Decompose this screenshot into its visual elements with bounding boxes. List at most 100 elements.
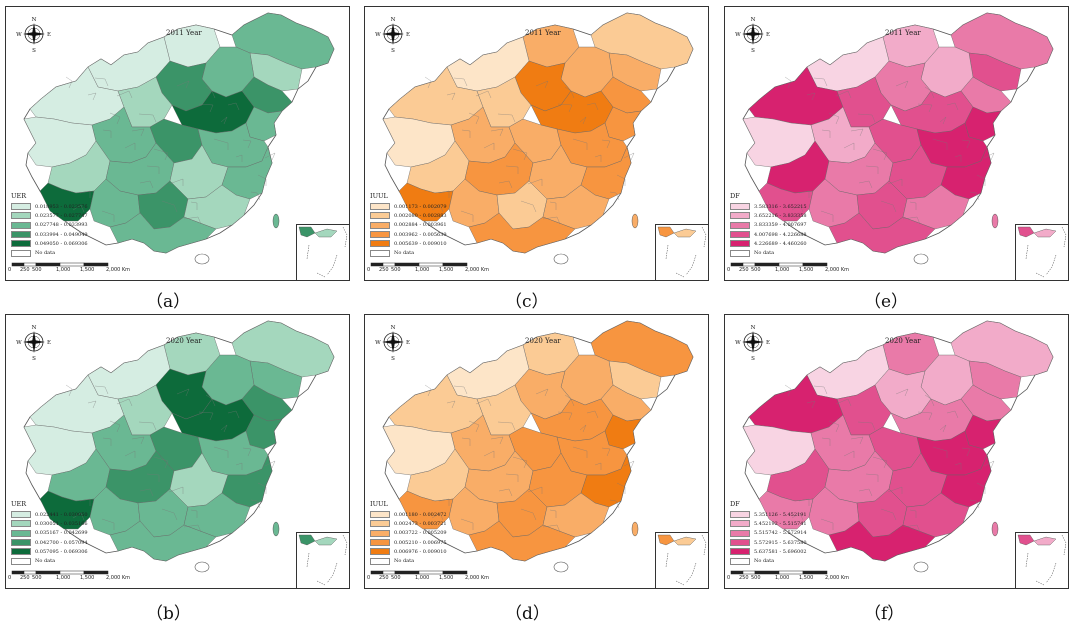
legend-item: 5.572915 - 5.637580 [730,538,807,547]
taiwan-island [991,213,999,229]
legend-item: 3.583316 - 3.652215 [730,202,807,211]
map-year-title: 2020 Year [166,337,202,345]
compass-s-label: S [751,356,755,361]
legend-range-label: 0.023577 - 0.027747 [35,212,88,219]
legend-swatch [370,212,390,220]
map-legend: UER 0.022441 - 0.030050 0.030051 - 0.03516… [11,500,88,566]
legend-range-label: 0.005639 - 0.009010 [394,240,447,247]
scale-label: 1,500 [80,267,95,273]
legend-swatch [730,249,750,257]
compass-w-label: W [375,340,381,346]
map-panel-a: 2011 Year N S W E UER 0.018953 - 0.023576 0.023… [5,6,350,281]
legend-item: 0.001180 - 0.002472 [370,510,447,519]
legend-item-no-data: No data [370,248,447,257]
panel-caption-b: （b） [146,604,191,624]
compass-n-label: N [751,17,756,23]
hainan-island [913,253,929,265]
legend-item: 0.003962 - 0.005639 [370,230,447,239]
legend-item: 0.033994 - 0.049049 [11,230,88,239]
map-panel-b: 2020 Year N S W E UER 0.022441 - 0.030050 0.030… [5,314,350,589]
north-arrow-compass-icon: N S W E [735,325,770,361]
compass-n-label: N [32,17,37,23]
choropleth-map [23,12,335,265]
map-year-title: 2011 Year [525,29,561,37]
legend-swatch [730,212,750,220]
region-23 [468,520,576,562]
panel-caption-e: （e） [864,292,909,312]
scale-bar-graphic [370,262,468,267]
legend-swatch [730,529,750,537]
scale-label: 1,000 [56,267,71,273]
legend-item: 5.637581 - 5.696002 [730,547,807,556]
scale-label: 1,500 [439,267,454,273]
legend-range-label: 0.006976 - 0.009010 [394,548,447,555]
legend-title: UER [11,192,27,200]
compass-w-label: W [16,340,22,346]
region-11 [964,106,1002,142]
legend-range-label: 0.057095 - 0.069306 [35,548,88,555]
scale-bar-graphic [730,570,828,575]
scale-label: 500 [32,575,42,581]
legend-swatch [730,231,750,239]
legend-no-data-label: No data [35,250,56,257]
legend-range-label: 5.572915 - 5.637580 [754,539,807,546]
map-year-title: 2011 Year [166,29,202,37]
scale-label: 250 [20,267,30,273]
compass-s-label: S [32,48,36,53]
legend-swatch [370,240,390,248]
legend-swatch [370,529,390,537]
legend-range-label: 0.001180 - 0.002472 [394,511,447,518]
scale-label: 1,500 [439,575,454,581]
scale-label: 250 [379,267,389,273]
map-year-title: 2011 Year [885,29,921,37]
map-legend: DF 3.583316 - 3.652215 3.652216 - 3.833358… [730,192,807,258]
south-china-sea-inset [655,532,708,588]
hainan-island [194,253,210,265]
scale-bar: 0 250 500 1,000 1,500 2,000 Km [8,257,160,277]
legend-range-label: 0.042700 - 0.057094 [35,539,88,546]
region-23 [828,520,936,562]
legend-swatch [370,539,390,547]
panel-caption-c: （c） [505,292,549,312]
legend-range-label: 0.005210 - 0.006975 [394,539,447,546]
legend-item: 0.023577 - 0.027747 [11,211,88,220]
legend-range-label: 5.351126 - 5.452191 [754,511,807,518]
scale-bar: 0 250 500 1,000 1,500 2,000 Km [367,257,519,277]
hainan-island [913,561,929,573]
legend-range-label: 0.018953 - 0.023576 [35,203,88,210]
legend-swatch [730,548,750,556]
compass-n-label: N [751,325,756,331]
scale-label: 0 [367,575,371,581]
legend-range-label: 0.022441 - 0.030050 [35,511,88,518]
compass-n-label: N [32,325,37,331]
legend-item: 0.035167 - 0.042699 [11,529,88,538]
choropleth-map [382,12,694,265]
taiwan-island [991,521,999,537]
south-china-sea-inset [655,224,708,280]
legend-item-no-data: No data [730,556,807,565]
compass-w-label: W [735,32,741,38]
legend-item-no-data: No data [730,248,807,257]
legend-swatch [11,529,31,537]
scale-label: 2,000 Km [465,575,490,581]
taiwan-island [272,213,280,229]
scale-label: 250 [739,267,749,273]
scale-bar-graphic [730,262,828,267]
legend-item: 0.022441 - 0.030050 [11,510,88,519]
legend-item: 4.226689 - 4.460260 [730,239,807,248]
legend-range-label: 4.226689 - 4.460260 [754,240,807,247]
taiwan-island [631,521,639,537]
legend-item: 0.027748 - 0.033993 [11,221,88,230]
legend-item: 0.003722 - 0.005209 [370,529,447,538]
scale-label: 500 [391,575,401,581]
choropleth-map [742,320,1054,573]
legend-item: 0.057095 - 0.069306 [11,547,88,556]
legend-swatch [370,203,390,211]
scale-label: 1,000 [415,575,430,581]
region-11 [604,106,642,142]
legend-range-label: 5.452192 - 5.515741 [754,520,807,527]
legend-range-label: 0.002884 - 0.003961 [394,222,447,229]
compass-n-label: N [391,17,396,23]
scale-label: 1,000 [56,575,71,581]
south-china-sea-inset [296,532,349,588]
